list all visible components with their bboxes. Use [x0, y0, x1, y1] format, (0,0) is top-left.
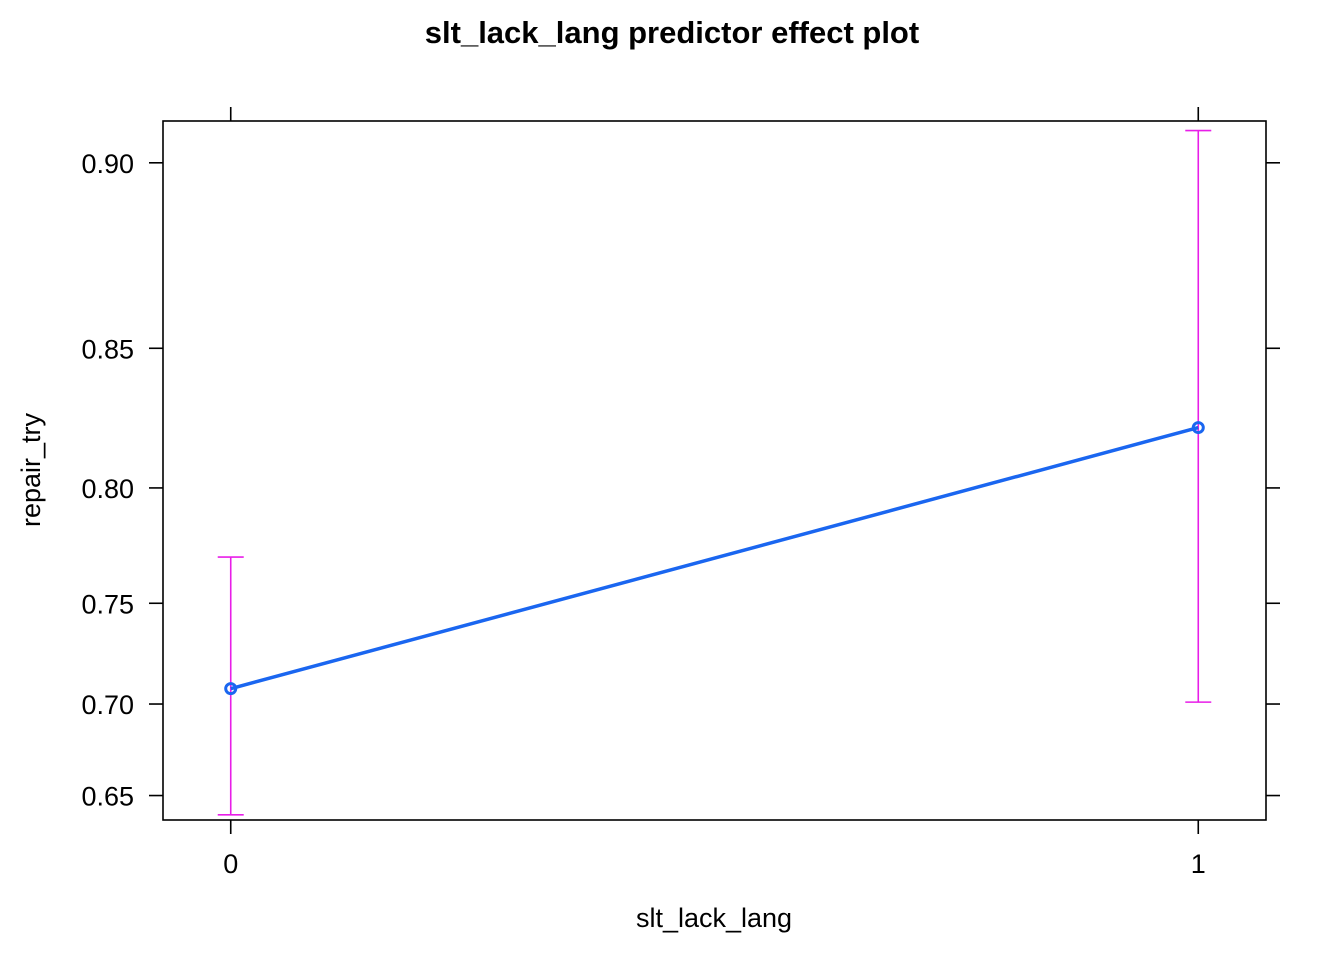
y-axis-label: repair_try	[16, 412, 46, 527]
y-tick-label: 0.75	[81, 589, 134, 619]
y-tick-label: 0.90	[81, 149, 134, 179]
y-tick-label: 0.85	[81, 334, 134, 364]
effect-point	[224, 682, 238, 696]
chart-title: slt_lack_lang predictor effect plot	[425, 15, 919, 50]
y-tick-label: 0.70	[81, 690, 134, 720]
x-axis-label: slt_lack_lang	[636, 903, 792, 933]
y-tick-label: 0.80	[81, 474, 134, 504]
effect-point	[1191, 421, 1205, 435]
error-bars	[217, 129, 1212, 816]
y-tick-label: 0.65	[81, 782, 134, 812]
x-tick-label: 1	[1191, 849, 1206, 879]
axis-ticks: 0.65 0.70 0.75 0.80 0.85 0.90 0 1	[81, 107, 1280, 879]
x-tick-label: 0	[223, 849, 238, 879]
plot-frame	[162, 120, 1267, 821]
effect-series-line	[230, 425, 1199, 691]
effect-line	[224, 421, 1205, 696]
